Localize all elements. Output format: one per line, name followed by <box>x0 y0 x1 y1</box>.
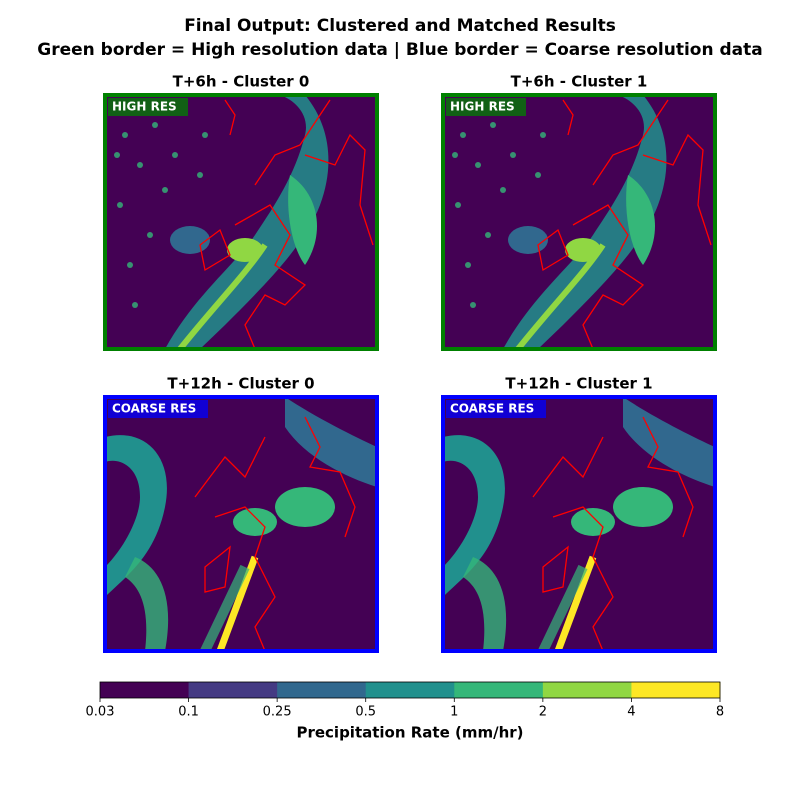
colorbar-frame <box>99 681 721 699</box>
panel-title: T+12h - Cluster 0 <box>167 375 314 393</box>
panel-border <box>441 93 717 351</box>
panel-border <box>103 395 379 653</box>
tick-label: 1 <box>450 705 458 720</box>
colorbar-segment <box>188 682 278 698</box>
badge: HIGH RES <box>450 100 515 114</box>
badge-box <box>446 98 526 116</box>
colorbar: 0.03 0.1 0.25 0.5 1 2 4 8 <box>86 681 724 720</box>
map <box>105 95 377 349</box>
map <box>443 95 715 349</box>
panel: T+12h - Cluster 1 COARSE RES <box>443 375 715 652</box>
panel: T+12h - Cluster 0 COARSE RES <box>105 375 377 652</box>
subtitle: Green border = High resolution data | Bl… <box>37 40 762 60</box>
badge-box <box>108 400 208 418</box>
colorbar-segment <box>365 682 455 698</box>
tick-label: 0.1 <box>178 705 199 720</box>
badge: HIGH RES <box>112 100 177 114</box>
badge-box <box>108 98 188 116</box>
map <box>105 397 377 651</box>
panel-border <box>103 93 379 351</box>
panel-title: T+6h - Cluster 0 <box>173 73 310 91</box>
colorbar-segment <box>542 682 632 698</box>
badge-box <box>446 400 546 418</box>
badge: COARSE RES <box>112 402 196 416</box>
tick-label: 0.25 <box>263 705 292 720</box>
panel-title: T+12h - Cluster 1 <box>505 375 652 393</box>
panel-border <box>441 395 717 653</box>
tick-label: 4 <box>627 705 635 720</box>
tick-label: 0.5 <box>355 705 376 720</box>
badge: COARSE RES <box>450 402 534 416</box>
panel: T+6h - Cluster 0 HIGH RES <box>105 73 377 350</box>
panel-title: T+6h - Cluster 1 <box>511 73 648 91</box>
title: Final Output: Clustered and Matched Resu… <box>184 16 616 36</box>
map <box>443 397 715 651</box>
tick-label: 2 <box>539 705 547 720</box>
colorbar-segment <box>631 682 721 698</box>
tick-label: 0.03 <box>86 705 115 720</box>
colorbar-segment <box>100 682 190 698</box>
panel: T+6h - Cluster 1 HIGH RES <box>443 73 715 350</box>
tick-label: 8 <box>716 705 724 720</box>
colorbar-segment <box>277 682 367 698</box>
colorbar-segment <box>454 682 544 698</box>
colorbar-label: Precipitation Rate (mm/hr) <box>296 724 523 742</box>
